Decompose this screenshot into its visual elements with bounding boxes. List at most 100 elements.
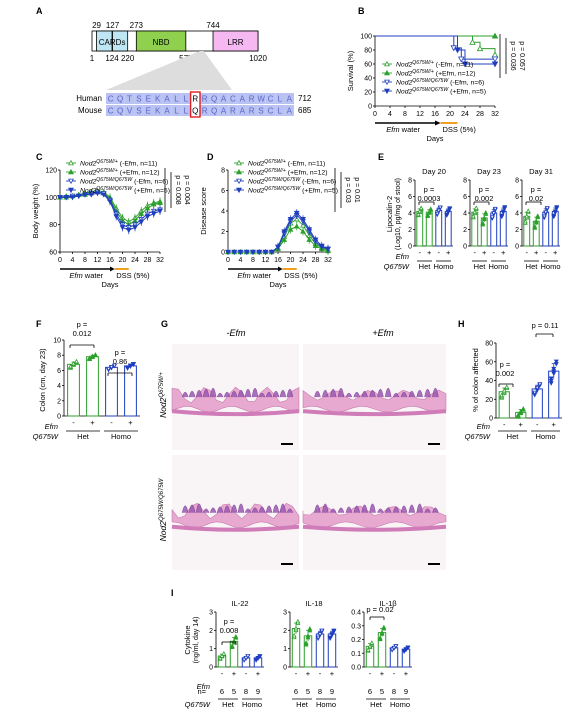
y-axis-title: Lipocalin-2 — [385, 196, 394, 232]
histology-homo-plus-crypt — [400, 505, 408, 513]
data-point — [262, 249, 269, 256]
data-point — [107, 199, 113, 205]
sample-size: 5 — [306, 687, 310, 696]
row-label-genotype: Q675W — [465, 432, 491, 441]
data-point — [88, 192, 95, 198]
y-tick-label: 2 — [283, 628, 287, 635]
data-point — [150, 211, 157, 217]
residue-cell — [275, 105, 285, 116]
y-tick-label: 40 — [364, 76, 372, 83]
data-point — [90, 353, 95, 359]
histology-homo-plus-muscularis — [302, 524, 447, 532]
lrr-domain-label: LRR — [228, 38, 244, 47]
residue-cell — [153, 105, 163, 116]
data-point — [472, 209, 478, 215]
group-label-homo: Homo — [488, 262, 508, 271]
category-sign: - — [493, 248, 496, 257]
histology-het-plus-crypt — [424, 388, 431, 398]
sample-size: 6 — [220, 687, 224, 696]
histology-homo-plus-crypt — [377, 508, 384, 513]
category-sign: + — [404, 669, 409, 678]
residue-cell — [162, 93, 172, 104]
sample-size: 9 — [404, 687, 408, 696]
y-tick-label: 2 — [209, 628, 213, 635]
series-line — [375, 35, 495, 65]
histology-homo-minus-crypt — [181, 505, 189, 513]
y-tick-label: 6 — [221, 188, 225, 195]
residue-cell — [143, 93, 153, 104]
y-tick-label: 4 — [408, 211, 412, 218]
x-tick-label: 28 — [312, 257, 320, 264]
group-label-homo: Homo — [242, 700, 262, 709]
y-tick-label: 6 — [408, 194, 412, 201]
sample-size: 5 — [380, 687, 384, 696]
legend-marker — [236, 159, 242, 166]
residue-letter: Q — [117, 107, 123, 116]
residue-letter: E — [146, 107, 151, 116]
series-line — [375, 35, 495, 60]
residue-cell — [190, 105, 200, 116]
y-tick-label: 3 — [209, 610, 213, 617]
y-tick-label: 2 — [463, 227, 467, 234]
data-point — [492, 206, 498, 212]
x-tick-label: 24 — [299, 257, 307, 264]
residue-cell — [218, 93, 229, 104]
data-point — [325, 246, 331, 252]
y-tick-label: 6 — [463, 194, 467, 201]
data-point — [106, 366, 112, 372]
histology-het-minus-crypt — [272, 390, 280, 398]
data-point — [329, 632, 335, 637]
data-point — [461, 61, 469, 68]
x-tick-label: 16 — [431, 111, 439, 118]
data-point — [428, 206, 434, 211]
residue-letter: E — [146, 95, 151, 104]
data-point — [94, 191, 101, 197]
data-point — [68, 363, 74, 369]
x-tick-label: 32 — [491, 111, 499, 118]
histology-het-plus-crypt — [432, 387, 439, 398]
histology-homo-plus-crypt — [322, 503, 329, 513]
data-point — [331, 628, 337, 634]
category-sign: - — [503, 420, 506, 429]
histology-homo-plus-crypt — [408, 504, 416, 513]
data-point — [315, 635, 321, 641]
p-value-label: p = — [424, 185, 435, 194]
residue-letter: C — [108, 107, 114, 116]
data-point — [403, 647, 409, 652]
residue-letter: L — [278, 107, 283, 116]
data-point — [391, 645, 397, 651]
histology-het-minus-crypt — [265, 391, 273, 398]
histology-het-minus-crypt — [181, 391, 189, 398]
data-point — [520, 406, 526, 411]
data-point — [287, 226, 294, 232]
data-point — [393, 644, 399, 649]
data-point — [457, 56, 465, 63]
data-point — [535, 213, 541, 218]
panel-letter-F: F — [36, 319, 42, 329]
histology-homo-minus-crypt — [279, 503, 287, 513]
residue-letter: A — [287, 95, 293, 104]
data-point — [518, 408, 524, 414]
data-point — [57, 195, 63, 201]
p-value-label: p = — [115, 348, 126, 357]
card-domain-2 — [112, 30, 129, 52]
y-tick-label: 0.3 — [351, 623, 361, 630]
residue-letter: Q — [117, 95, 123, 104]
y-tick-label: 80 — [49, 222, 57, 229]
y-tick-label: 4 — [221, 209, 225, 216]
x-tick-label: 20 — [446, 111, 454, 118]
column-label-minus-efm: -Efm — [227, 328, 247, 338]
y-tick-label: 0 — [515, 244, 519, 251]
residue-letter: R — [202, 95, 208, 104]
data-point — [319, 628, 325, 634]
data-point — [544, 206, 550, 211]
category-sign: - — [245, 669, 248, 678]
histology-homo-plus-crypt — [353, 505, 361, 513]
data-point — [281, 229, 288, 235]
y-axis-title: Body weight (%) — [31, 183, 40, 238]
residue-letter: R — [192, 95, 198, 104]
residue-letter: L — [184, 107, 189, 116]
data-point — [436, 208, 442, 214]
y-tick-label: 2 — [57, 398, 61, 405]
